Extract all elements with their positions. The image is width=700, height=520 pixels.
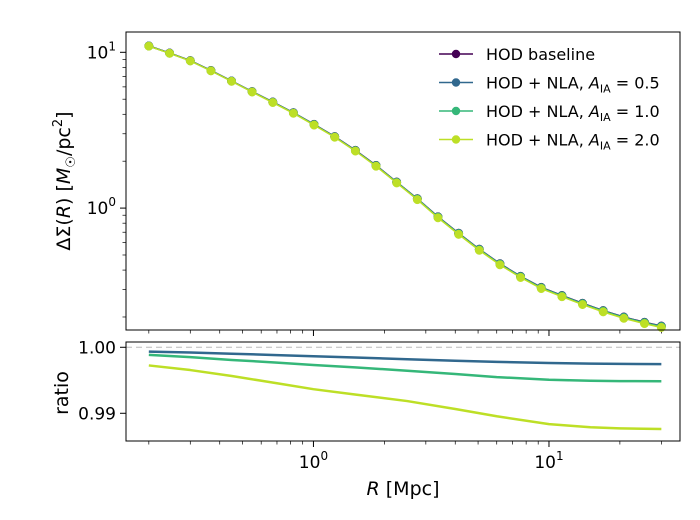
legend-label: HOD + NLA, AIA = 2.0 [486,131,660,153]
top-data-point [288,108,298,118]
legend-marker [451,49,461,59]
legend-entry: HOD baseline [439,45,595,64]
top-data-point [495,260,505,270]
legend-label-main: HOD baseline [486,45,595,64]
bottom-series-line [148,353,662,383]
top-data-point [392,178,402,188]
legend-label-sub: IA [600,111,611,124]
legend-label-value: = 1.0 [611,102,660,121]
tick-exponent: 1 [108,39,116,53]
legend-entry: HOD + NLA, AIA = 2.0 [439,131,660,153]
bottom-xtick-labels: 100 101 [299,449,564,473]
top-data-point [557,292,567,302]
top-data-point [330,132,340,142]
legend-marker [451,106,461,116]
top-data-point [474,245,484,255]
top-data-point [309,120,319,130]
xlabel-variable: R [367,478,380,500]
bottom-ticks [120,346,662,447]
top-data-point [412,195,422,205]
bottom-xlabel: R [Mpc] [367,478,440,500]
top-data-point [433,213,443,223]
legend-entry: HOD + NLA, AIA = 1.0 [439,102,660,124]
legend-label: HOD + NLA, AIA = 1.0 [486,102,660,124]
top-ytick-label: 100 [87,195,116,219]
legend-marker [451,135,461,144]
top-data-point [598,307,608,317]
bottom-panel: 1.000.99 100 101 ratio R [Mpc] [51,338,681,500]
tick-base: 10 [87,43,109,63]
top-series [144,41,666,332]
tick-exponent: 1 [556,449,564,463]
bottom-ytick-label: 0.99 [78,404,116,424]
bottom-ytick-label: 1.00 [78,338,116,358]
bottom-series [148,350,662,431]
legend-label-main: HOD + NLA, [486,74,589,93]
legend-label-main: HOD + NLA, [486,102,589,121]
top-data-point [206,66,216,76]
legend-marker [451,78,461,87]
top-ytick-label: 101 [87,39,116,63]
top-data-point [185,56,195,66]
tick-exponent: 0 [320,449,328,463]
top-data-point [640,319,649,329]
top-data-point [619,313,629,323]
top-data-point [165,48,175,58]
top-data-point [516,273,526,282]
legend-label-sub: IA [600,140,611,153]
top-data-point [144,41,154,51]
top-data-point [578,300,587,310]
tick-base: 10 [534,453,556,473]
top-ylabel: ΔΣ(R) [M☉/pc2] [51,111,79,250]
bottom-xtick-label: 101 [534,449,563,473]
tick-base: 10 [87,199,109,219]
top-data-point [536,284,546,294]
top-data-point [454,229,464,239]
top-axes-frame [125,31,681,331]
top-data-point [268,98,278,107]
legend-entry: HOD + NLA, AIA = 0.5 [439,74,660,96]
tick-exponent: 0 [108,195,116,209]
bottom-series-line [148,364,662,431]
top-data-point [350,146,360,156]
legend-label-value: = 0.5 [611,74,660,93]
legend-label-var: A [588,131,600,150]
tick-base: 10 [299,453,321,473]
legend-label: HOD baseline [486,45,595,64]
top-series-group [144,41,666,332]
legend-label-main: HOD + NLA, [486,131,589,150]
bottom-series-line [148,350,662,366]
legend-label-var: A [588,102,600,121]
top-data-point [247,87,257,97]
bottom-xtick-label: 100 [299,449,328,473]
bottom-ylabel: ratio [51,371,73,415]
legend-label-value: = 2.0 [611,131,660,150]
bottom-axes-frame [125,341,681,442]
legend-label-var: A [588,74,600,93]
xlabel-unit: [Mpc] [380,478,440,500]
top-data-point [371,161,381,171]
legend-label-sub: IA [600,83,611,96]
legend-label: HOD + NLA, AIA = 0.5 [486,74,660,96]
top-ticks [120,51,662,336]
bottom-ytick-labels: 1.00 0.99 [78,338,116,424]
top-data-point [227,76,236,86]
